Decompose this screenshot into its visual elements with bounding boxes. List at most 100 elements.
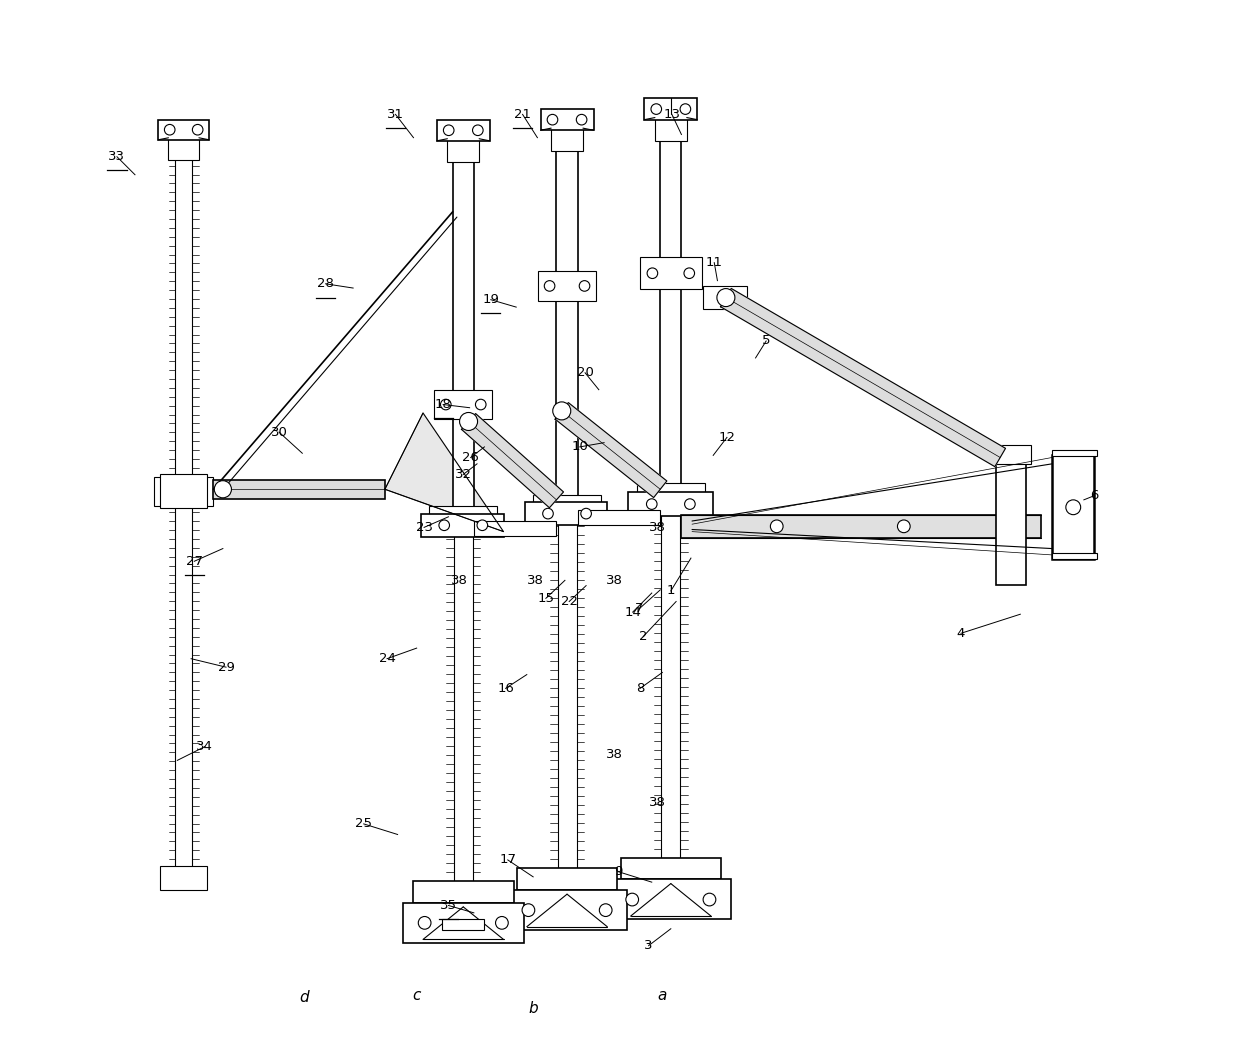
- Circle shape: [460, 412, 477, 430]
- Bar: [645, 98, 697, 120]
- Text: 15: 15: [537, 592, 554, 605]
- Bar: [578, 510, 660, 525]
- Circle shape: [770, 520, 784, 533]
- Circle shape: [215, 481, 232, 498]
- Text: 35: 35: [440, 899, 458, 912]
- Bar: [454, 521, 472, 881]
- Text: 33: 33: [108, 150, 125, 163]
- Text: 26: 26: [463, 451, 479, 464]
- Bar: [525, 502, 608, 525]
- Text: 38: 38: [606, 574, 624, 587]
- Text: 2: 2: [639, 630, 647, 643]
- Text: 21: 21: [515, 108, 531, 121]
- Text: c: c: [413, 988, 420, 1003]
- Text: 28: 28: [317, 277, 334, 290]
- Bar: [551, 128, 583, 151]
- Bar: [991, 445, 1030, 464]
- Circle shape: [647, 268, 657, 279]
- Circle shape: [898, 520, 910, 533]
- Circle shape: [440, 399, 451, 410]
- Text: 18: 18: [435, 398, 451, 411]
- Text: 9: 9: [614, 865, 622, 878]
- Bar: [453, 161, 474, 521]
- Bar: [169, 138, 198, 160]
- Text: 27: 27: [186, 555, 203, 568]
- Text: 30: 30: [270, 426, 288, 438]
- Text: 1: 1: [667, 585, 675, 597]
- Text: 34: 34: [196, 740, 213, 753]
- Text: 11: 11: [706, 256, 723, 269]
- Text: 25: 25: [355, 818, 372, 830]
- Text: 38: 38: [649, 521, 666, 534]
- Bar: [159, 120, 210, 140]
- Text: 38: 38: [450, 574, 467, 587]
- Bar: [996, 457, 1025, 585]
- Text: 16: 16: [497, 682, 515, 695]
- Text: 10: 10: [572, 441, 588, 453]
- Bar: [474, 521, 557, 536]
- Text: 22: 22: [560, 595, 578, 608]
- Text: 29: 29: [217, 661, 234, 674]
- Text: b: b: [528, 1001, 538, 1016]
- Circle shape: [580, 508, 591, 519]
- Circle shape: [651, 104, 662, 114]
- Bar: [175, 157, 192, 877]
- Bar: [682, 515, 1042, 538]
- Bar: [661, 498, 681, 858]
- Bar: [533, 495, 601, 524]
- Circle shape: [165, 124, 175, 134]
- Circle shape: [684, 268, 694, 279]
- Bar: [1052, 553, 1096, 559]
- Circle shape: [717, 288, 735, 306]
- Circle shape: [418, 916, 432, 929]
- Text: 6: 6: [1090, 489, 1099, 502]
- Bar: [436, 120, 490, 141]
- Bar: [413, 881, 513, 902]
- Circle shape: [579, 281, 590, 291]
- Bar: [1052, 455, 1095, 559]
- Circle shape: [496, 916, 508, 929]
- Text: 31: 31: [387, 108, 404, 121]
- Bar: [160, 866, 207, 890]
- Circle shape: [192, 124, 203, 134]
- Circle shape: [547, 114, 558, 125]
- Circle shape: [703, 893, 715, 905]
- Polygon shape: [720, 288, 1006, 467]
- Bar: [160, 474, 207, 508]
- Text: 38: 38: [527, 574, 543, 587]
- Bar: [1052, 450, 1096, 456]
- Bar: [558, 508, 577, 868]
- Text: 32: 32: [455, 468, 471, 481]
- Bar: [420, 514, 503, 537]
- Circle shape: [544, 281, 554, 291]
- Text: 14: 14: [624, 606, 641, 618]
- Bar: [429, 506, 497, 536]
- Bar: [640, 257, 702, 289]
- Text: 3: 3: [645, 939, 652, 952]
- Circle shape: [720, 292, 732, 303]
- Text: 5: 5: [761, 335, 770, 347]
- Circle shape: [439, 520, 450, 531]
- Text: 24: 24: [378, 652, 396, 665]
- Bar: [541, 109, 594, 130]
- Circle shape: [680, 104, 691, 114]
- Circle shape: [1066, 500, 1081, 515]
- Bar: [517, 868, 618, 890]
- Bar: [660, 138, 682, 498]
- Bar: [610, 879, 732, 919]
- Text: 13: 13: [663, 108, 681, 121]
- Circle shape: [553, 402, 570, 419]
- Circle shape: [543, 508, 553, 519]
- Polygon shape: [461, 414, 563, 507]
- Polygon shape: [384, 413, 503, 532]
- Bar: [213, 480, 384, 499]
- Text: 4: 4: [957, 627, 965, 640]
- Bar: [434, 390, 492, 419]
- Text: 38: 38: [606, 748, 624, 760]
- Circle shape: [577, 114, 587, 125]
- Text: 19: 19: [482, 293, 500, 306]
- Bar: [557, 150, 578, 508]
- Circle shape: [684, 499, 696, 509]
- Text: 17: 17: [500, 854, 516, 866]
- Circle shape: [444, 125, 454, 136]
